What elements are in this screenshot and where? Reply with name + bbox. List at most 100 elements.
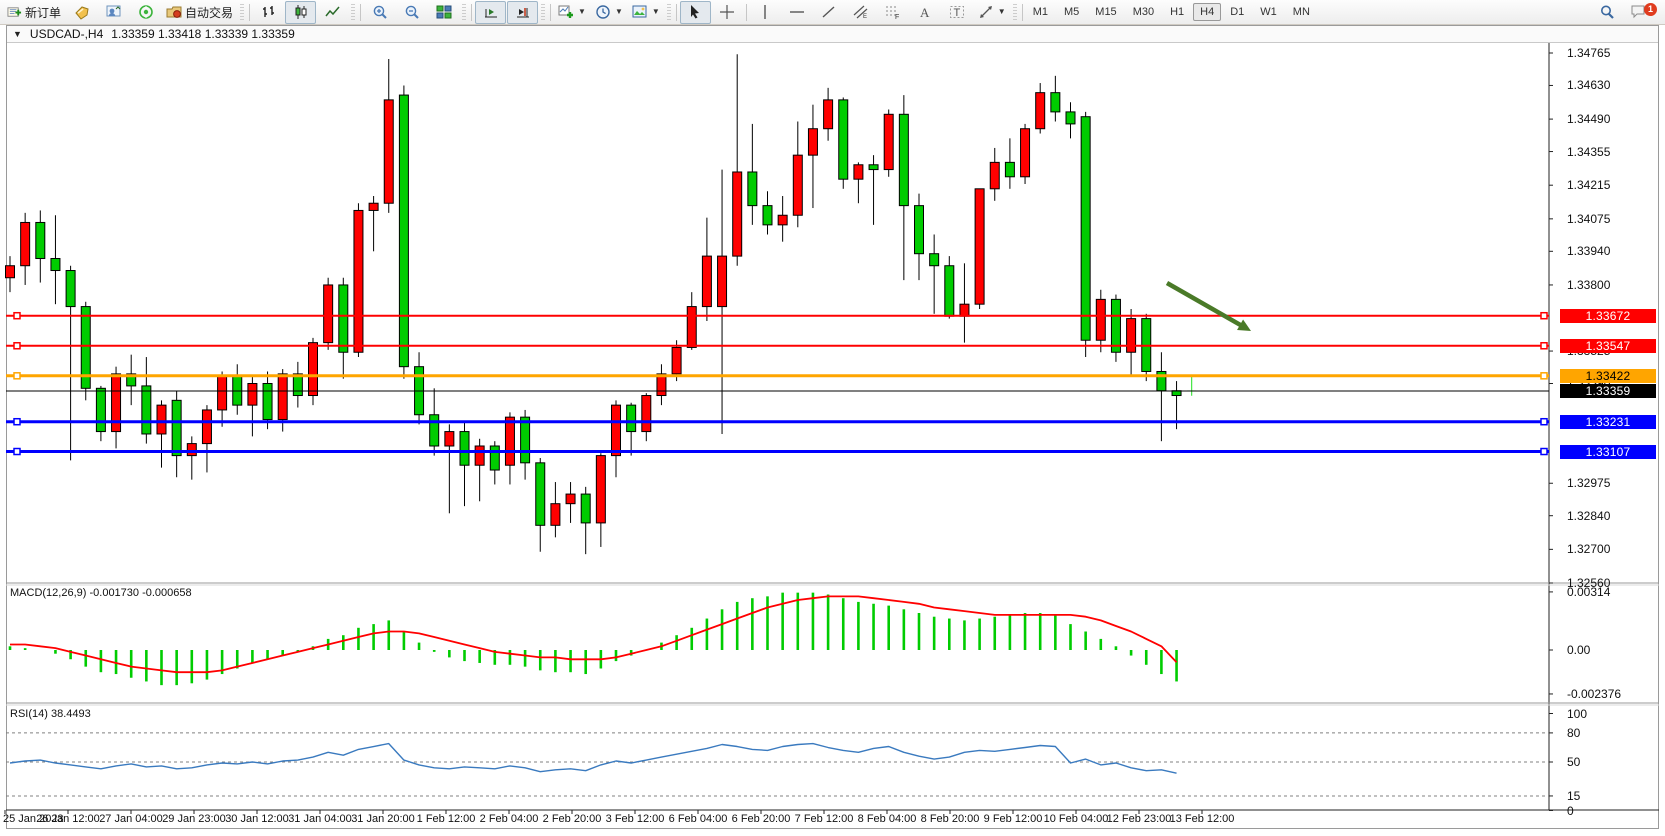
time-axis-label: 25 Jan 2023 bbox=[3, 813, 64, 825]
zoom-in-button[interactable] bbox=[364, 1, 395, 24]
timeframe-button-H4[interactable]: H4 bbox=[1193, 3, 1222, 21]
channel-tool-button[interactable]: E bbox=[846, 1, 877, 24]
cursor-tool-button[interactable] bbox=[679, 0, 711, 24]
signals-button[interactable] bbox=[130, 1, 161, 24]
rsi-axis-label: 0 bbox=[1567, 803, 1574, 818]
toolbar-grip bbox=[541, 4, 546, 20]
candlestick-icon bbox=[295, 5, 307, 19]
auto-scroll-icon bbox=[484, 9, 497, 18]
time-axis-label: 1 Feb 12:00 bbox=[416, 813, 476, 825]
macd-name: MACD(12,26,9) bbox=[10, 587, 87, 599]
chart-symbol-period: USDCAD-,H4 bbox=[29, 27, 104, 41]
chart-window bbox=[6, 25, 1659, 829]
rsi-axis-label: 15 bbox=[1567, 788, 1581, 803]
search-icon bbox=[1600, 5, 1614, 19]
macd-axis-label: -0.002376 bbox=[1567, 686, 1622, 701]
price-axis-label: 1.34355 bbox=[1567, 144, 1611, 159]
level-price-badge[interactable]: 1.33672 bbox=[1560, 308, 1656, 323]
level-price-badge[interactable]: 1.33547 bbox=[1560, 338, 1656, 353]
toolbar-grip bbox=[240, 4, 245, 20]
arrows-tool-button[interactable]: ▼ bbox=[974, 1, 1010, 24]
macd-indicator-label: MACD(12,26,9) -0.001730 -0.000658 bbox=[10, 587, 192, 599]
toolbar-separator bbox=[360, 3, 362, 21]
notification-count-badge: 1 bbox=[1644, 2, 1657, 16]
price-axis-label: 1.32975 bbox=[1567, 476, 1611, 491]
collapse-icon[interactable]: ▼ bbox=[13, 29, 22, 39]
level-price-badge[interactable]: 1.33107 bbox=[1560, 444, 1656, 459]
price-axis-label: 1.34075 bbox=[1567, 211, 1611, 226]
level-price-badge[interactable]: 1.33422 bbox=[1560, 368, 1656, 383]
new-order-button[interactable]: 新订单 bbox=[3, 1, 65, 24]
timeframe-button-M5[interactable]: M5 bbox=[1064, 6, 1080, 18]
autotrading-button[interactable]: 自动交易 bbox=[162, 1, 237, 24]
tile-windows-icon bbox=[436, 5, 452, 19]
price-axis-label: 1.34765 bbox=[1567, 46, 1611, 60]
toolbar-separator bbox=[471, 3, 473, 21]
bar-chart-mode-button[interactable] bbox=[253, 1, 284, 24]
timeframe-button-MN[interactable]: MN bbox=[1292, 6, 1310, 18]
level-price-badge[interactable]: 1.33231 bbox=[1560, 414, 1656, 429]
time-axis-label: 29 Jan 23:00 bbox=[162, 813, 226, 825]
current-price-badge[interactable]: 1.33359 bbox=[1560, 383, 1656, 398]
search-button[interactable] bbox=[1591, 1, 1622, 24]
chart-titlebar[interactable]: ▼ USDCAD-,H4 1.33359 1.33418 1.33339 1.3… bbox=[7, 26, 1658, 43]
price-axis-label: 1.32840 bbox=[1567, 508, 1611, 523]
timeframe-button-M1[interactable]: M1 bbox=[1032, 6, 1048, 18]
template-button[interactable]: ▼ bbox=[628, 1, 664, 24]
svg-text:T: T bbox=[954, 7, 961, 19]
timeframe-button-W1[interactable]: W1 bbox=[1260, 6, 1277, 18]
crosshair-icon bbox=[720, 5, 735, 19]
zoom-out-button[interactable] bbox=[396, 1, 427, 24]
timeframe-button-H1[interactable]: H1 bbox=[1170, 6, 1185, 18]
candlestick-mode-button[interactable] bbox=[285, 0, 317, 24]
crosshair-tool-button[interactable] bbox=[712, 1, 743, 24]
fibonacci-tool-button[interactable]: F bbox=[878, 1, 909, 24]
toolbar-separator bbox=[1021, 3, 1023, 21]
time-axis-label: 31 Jan 20:00 bbox=[351, 813, 415, 825]
macd-values: -0.001730 -0.000658 bbox=[89, 587, 192, 599]
horizontal-line-tool-button[interactable] bbox=[782, 1, 813, 24]
signal-icon bbox=[138, 5, 153, 19]
chart-shift-icon bbox=[516, 8, 529, 18]
horizontal-line-icon bbox=[790, 11, 805, 13]
period-selector-button[interactable]: ▼ bbox=[591, 1, 627, 24]
tile-windows-button[interactable] bbox=[428, 1, 459, 24]
text-tool-button[interactable]: A bbox=[910, 1, 941, 24]
chart-ohlc-values: 1.33359 1.33418 1.33339 1.33359 bbox=[111, 27, 295, 41]
timeframe-button-M30[interactable]: M30 bbox=[1132, 6, 1155, 18]
macd-axis-label: 0.00314 bbox=[1567, 584, 1611, 599]
timeframe-button-M15[interactable]: M15 bbox=[1095, 6, 1117, 18]
market-watch-button[interactable] bbox=[66, 1, 97, 24]
toolbar-separator bbox=[550, 3, 552, 21]
trendline-tool-button[interactable] bbox=[814, 1, 845, 24]
chart-shift-button[interactable] bbox=[507, 0, 539, 24]
line-chart-mode-button[interactable] bbox=[317, 1, 348, 24]
accounts-button[interactable] bbox=[98, 1, 129, 24]
rsi-name: RSI(14) bbox=[10, 708, 48, 720]
vertical-line-icon bbox=[764, 5, 766, 19]
dropdown-caret-icon: ▼ bbox=[651, 7, 660, 16]
svg-text:A: A bbox=[920, 5, 930, 20]
text-icon: A bbox=[920, 5, 930, 20]
new-order-label: 新订单 bbox=[25, 5, 62, 20]
toolbar-grip bbox=[666, 4, 671, 20]
notifications-button[interactable]: 1 bbox=[1623, 1, 1657, 24]
vertical-line-tool-button[interactable] bbox=[750, 1, 781, 24]
rsi-axis-label: 100 bbox=[1567, 706, 1588, 721]
time-axis-label: 27 Jan 04:00 bbox=[99, 813, 163, 825]
timeframe-button-D1[interactable]: D1 bbox=[1230, 6, 1245, 18]
time-axis-label: 8 Feb 20:00 bbox=[920, 813, 980, 825]
trendline-icon bbox=[822, 6, 835, 18]
zoom-out-icon bbox=[405, 5, 419, 19]
price-axis-label: 1.34215 bbox=[1567, 178, 1611, 193]
time-axis-label: 7 Feb 12:00 bbox=[794, 813, 854, 825]
dropdown-caret-icon: ▼ bbox=[614, 7, 623, 16]
auto-scroll-button[interactable] bbox=[475, 0, 507, 24]
toolbar-grip bbox=[462, 4, 467, 20]
bar-chart-icon bbox=[262, 6, 274, 17]
text-label-icon: T bbox=[950, 6, 965, 19]
add-indicator-button[interactable]: ▼ bbox=[554, 1, 590, 24]
toolbar-grip bbox=[351, 4, 356, 20]
label-tool-button[interactable]: T bbox=[942, 1, 973, 24]
time-axis-label: 2 Feb 04:00 bbox=[479, 813, 539, 825]
